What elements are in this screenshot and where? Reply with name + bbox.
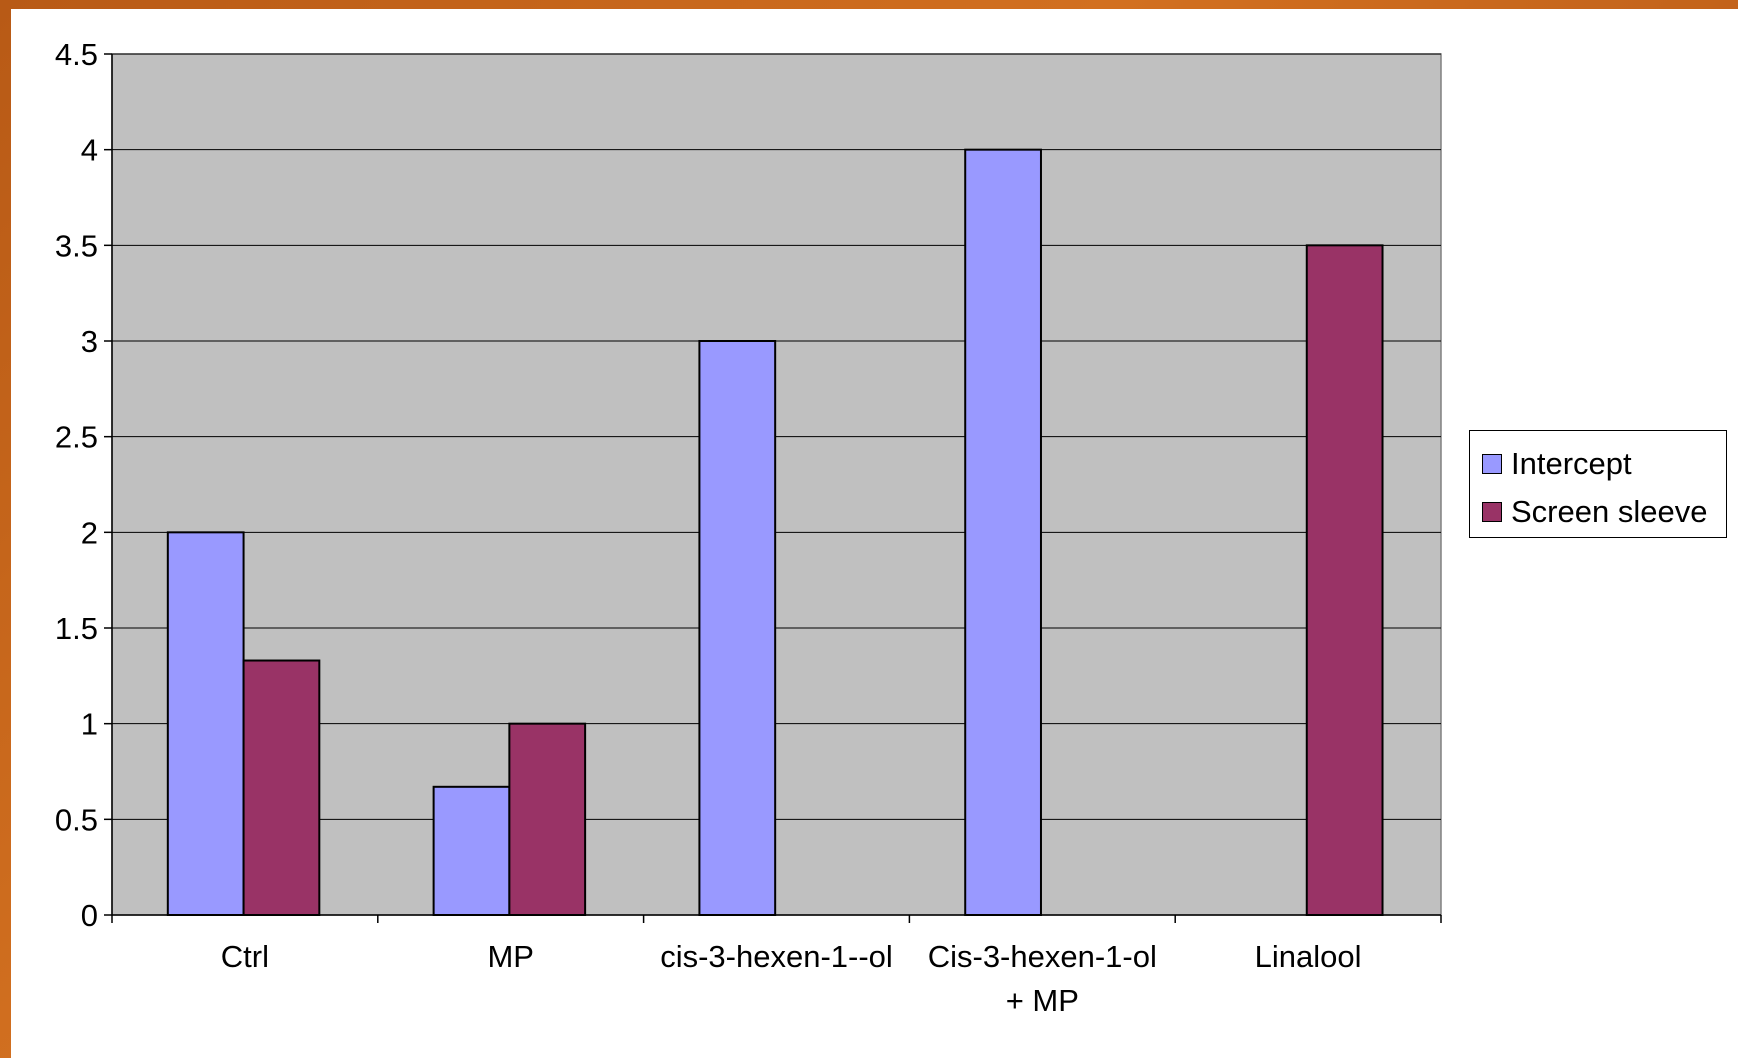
legend-item-intercept: Intercept — [1482, 444, 1632, 484]
legend-label-screen-sleeve: Screen sleeve — [1511, 494, 1708, 529]
bar-screen-sleeve-4 — [1305, 244, 1384, 917]
legend-label-intercept: Intercept — [1511, 446, 1632, 481]
y-tick-label: 3 — [81, 324, 98, 359]
bar-chart: 0 0.5 1 1.5 2 2.5 3 3.5 4 4.5 Ctrl MP cis-3-hexen-1-… — [55, 37, 1442, 1018]
x-category-label: Linalool — [1255, 939, 1362, 974]
bar-screen-sleeve-1 — [508, 722, 587, 917]
y-tick-label: 3.5 — [55, 228, 98, 263]
x-category-label: Cis-3-hexen-1-ol — [928, 939, 1157, 974]
y-tick-label: 2.5 — [55, 420, 98, 455]
y-tick-label: 1 — [81, 707, 98, 742]
y-tick-label: 0 — [81, 898, 98, 933]
legend-swatch-intercept — [1482, 454, 1502, 474]
bar-intercept-1 — [432, 785, 511, 916]
chart-area: 0 0.5 1 1.5 2 2.5 3 3.5 4 4.5 Ctrl MP cis-3-hexen-1-… — [11, 9, 1738, 1058]
x-category-label: cis-3-hexen-1--ol — [660, 939, 893, 974]
y-tick-label: 0.5 — [55, 802, 98, 837]
bar-intercept-2 — [698, 340, 777, 916]
bar-intercept-3 — [964, 148, 1042, 916]
x-category-label: Ctrl — [221, 939, 269, 974]
chart-legend: Intercept Screen sleeve — [1469, 430, 1727, 538]
bar-screen-sleeve-0 — [242, 659, 321, 916]
plot-background — [111, 53, 1442, 916]
y-tick-label: 2 — [81, 515, 98, 550]
legend-item-screen-sleeve: Screen sleeve — [1482, 492, 1707, 532]
legend-swatch-screen-sleeve — [1482, 502, 1502, 522]
x-category-label: + MP — [1006, 983, 1079, 1018]
x-category-label: MP — [487, 939, 534, 974]
y-tick-label: 4.5 — [55, 37, 98, 72]
y-tick-label: 4 — [81, 133, 98, 168]
y-tick-label: 1.5 — [55, 611, 98, 646]
bar-intercept-0 — [166, 531, 245, 916]
